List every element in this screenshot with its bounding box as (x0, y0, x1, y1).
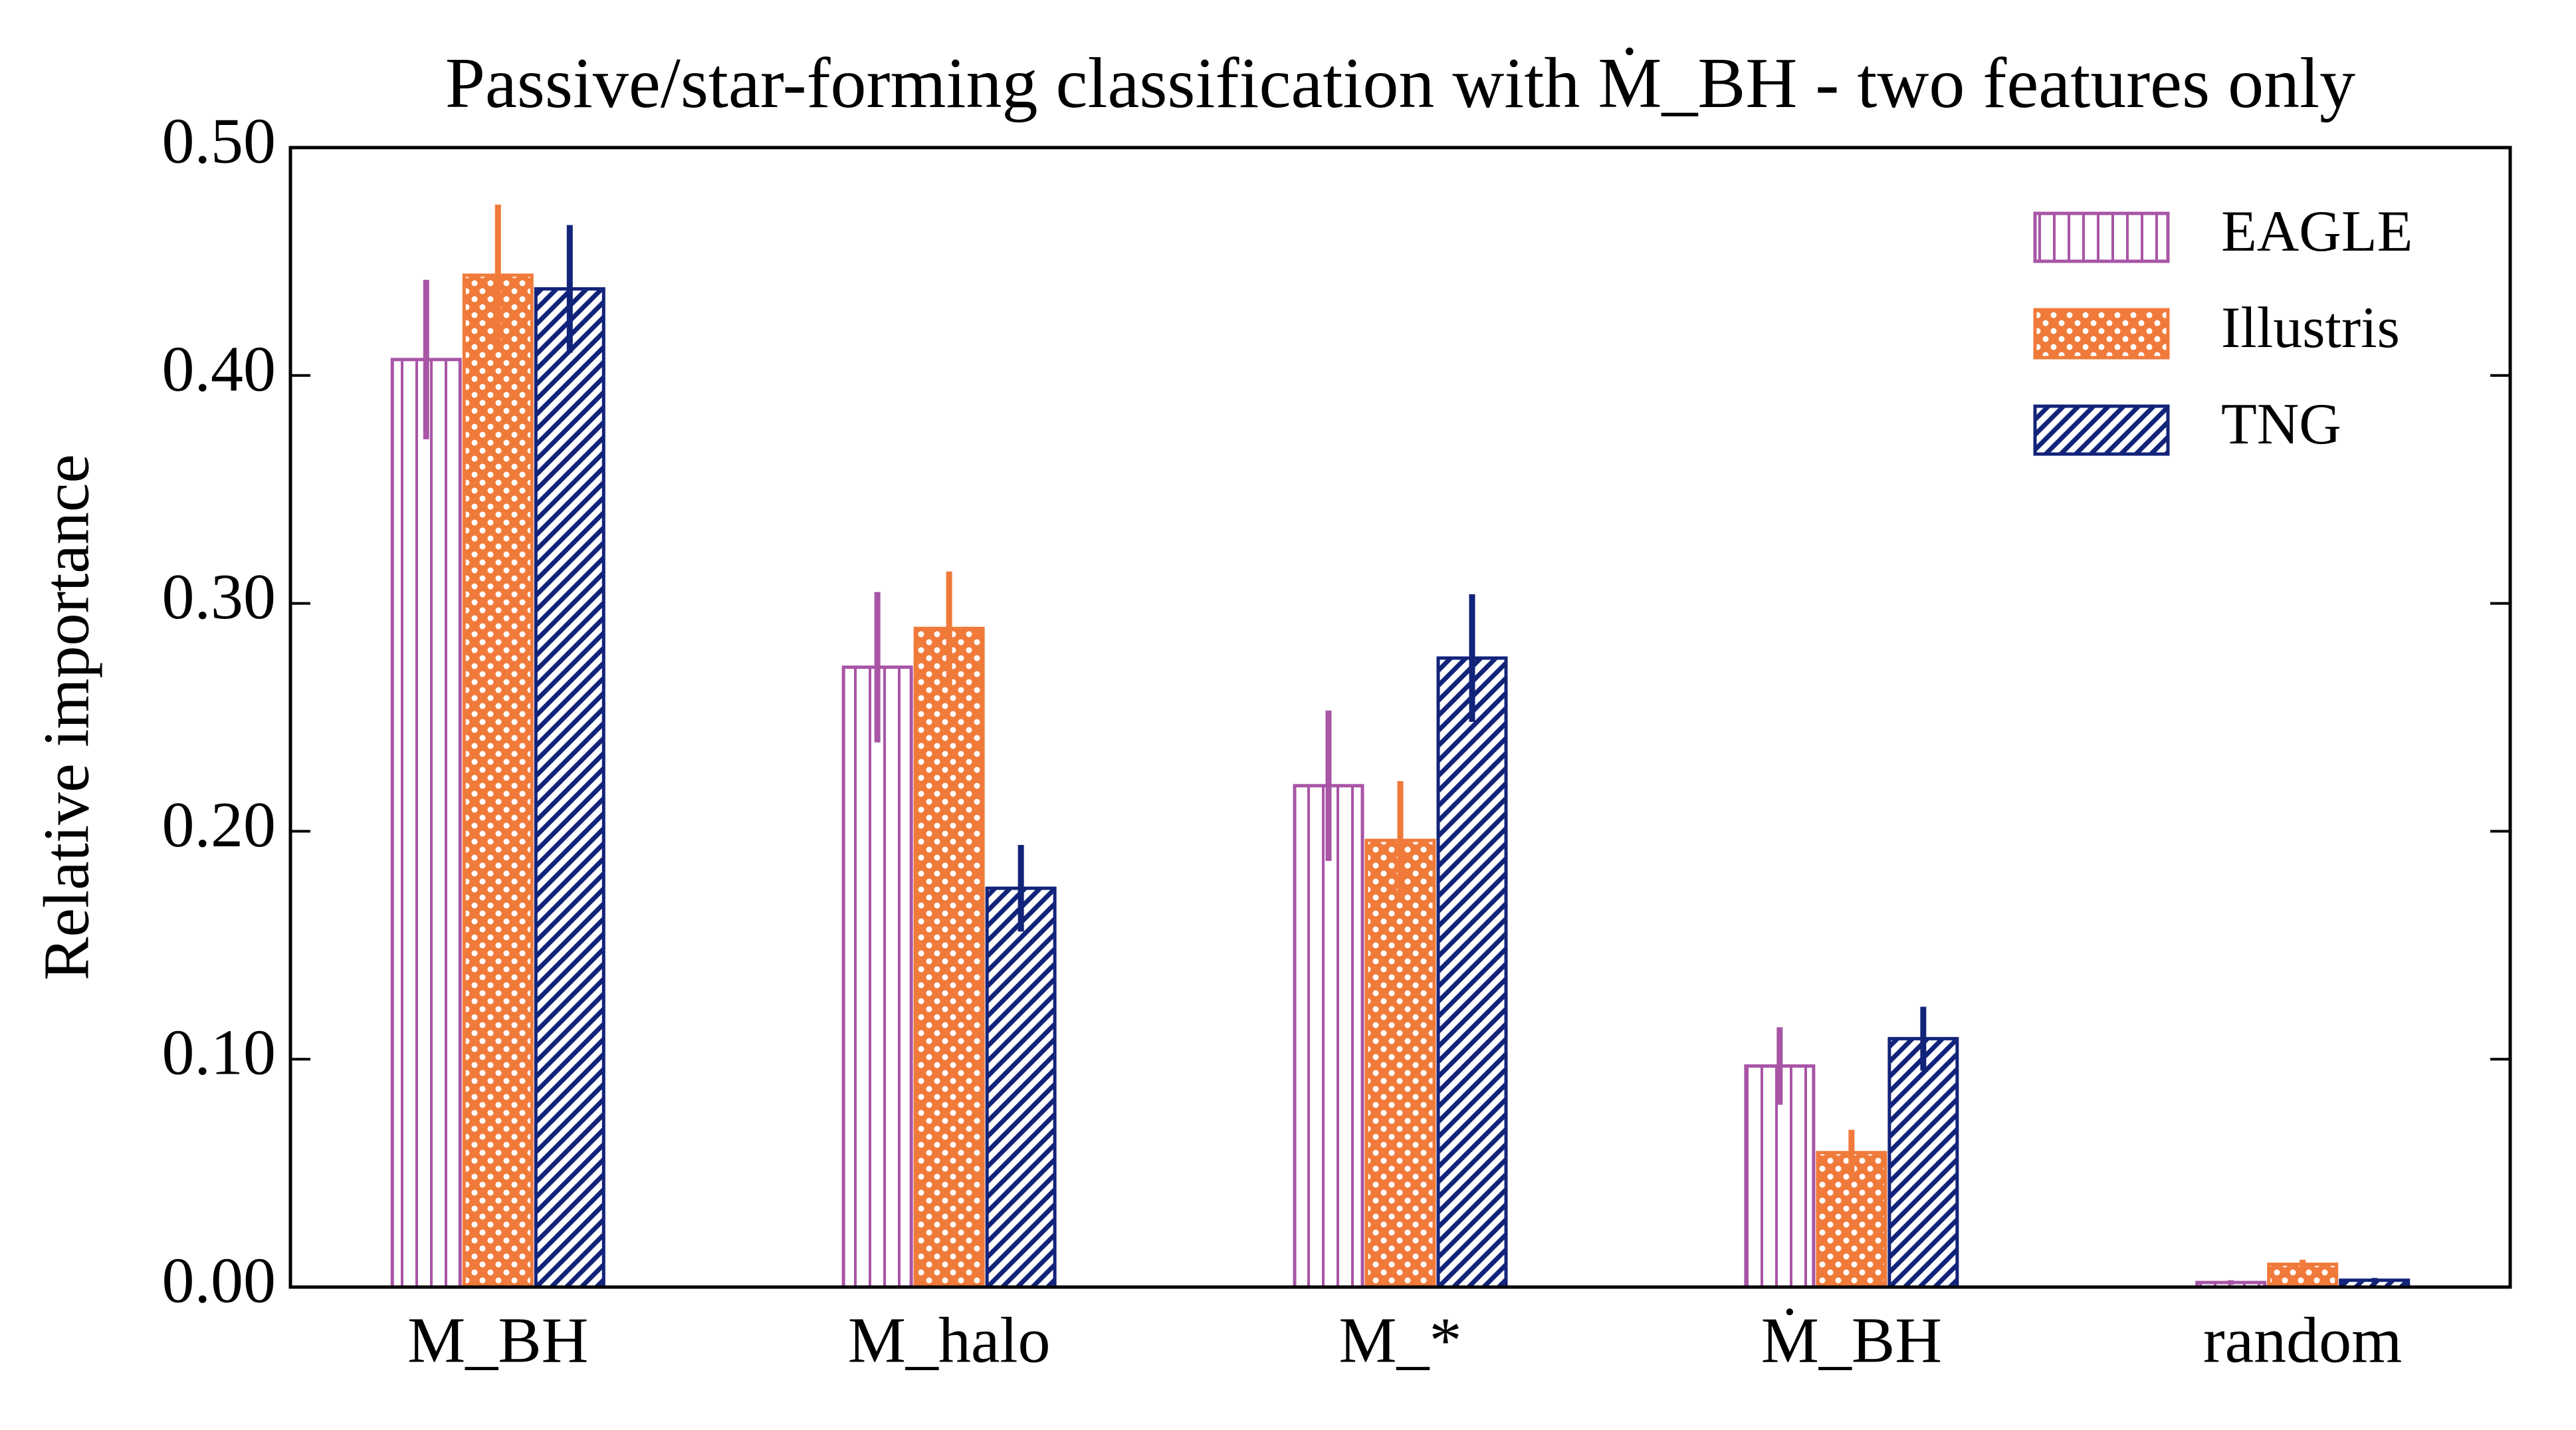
x-tick-label: M_halo (848, 1304, 1051, 1376)
x-tick-label: M_* (1339, 1304, 1461, 1376)
bar (985, 886, 1057, 1289)
legend-label: Illustris (2221, 296, 2400, 360)
chart-title: Passive/star-forming classification with… (445, 44, 2355, 123)
bar (1364, 838, 1436, 1289)
x-tick-label: Ṁ_BH (1761, 1304, 1942, 1376)
y-tick-label: 0.20 (162, 789, 276, 861)
y-axis-label: Relative importance (31, 454, 102, 981)
y-tick-label: 0.30 (162, 561, 276, 633)
y-tick-label: 0.40 (162, 333, 276, 405)
x-tick-label: random (2203, 1304, 2402, 1376)
bar (462, 273, 534, 1289)
legend-swatch (2033, 308, 2170, 360)
legend-swatch (2033, 404, 2170, 456)
bar (1436, 656, 1508, 1289)
bar (1887, 1036, 1959, 1289)
legend-label: EAGLE (2221, 199, 2413, 264)
y-tick-label: 0.10 (162, 1017, 276, 1089)
y-tick-label: 0.00 (162, 1245, 276, 1316)
plot-frame (288, 146, 2512, 1289)
x-tick-label: M_BH (407, 1304, 588, 1376)
y-tick-label: 0.50 (162, 105, 276, 177)
bar (534, 287, 605, 1289)
bar (390, 358, 462, 1289)
legend-label: TNG (2221, 392, 2341, 457)
bar (913, 626, 985, 1289)
bar (841, 665, 913, 1289)
legend-swatch (2033, 211, 2170, 263)
